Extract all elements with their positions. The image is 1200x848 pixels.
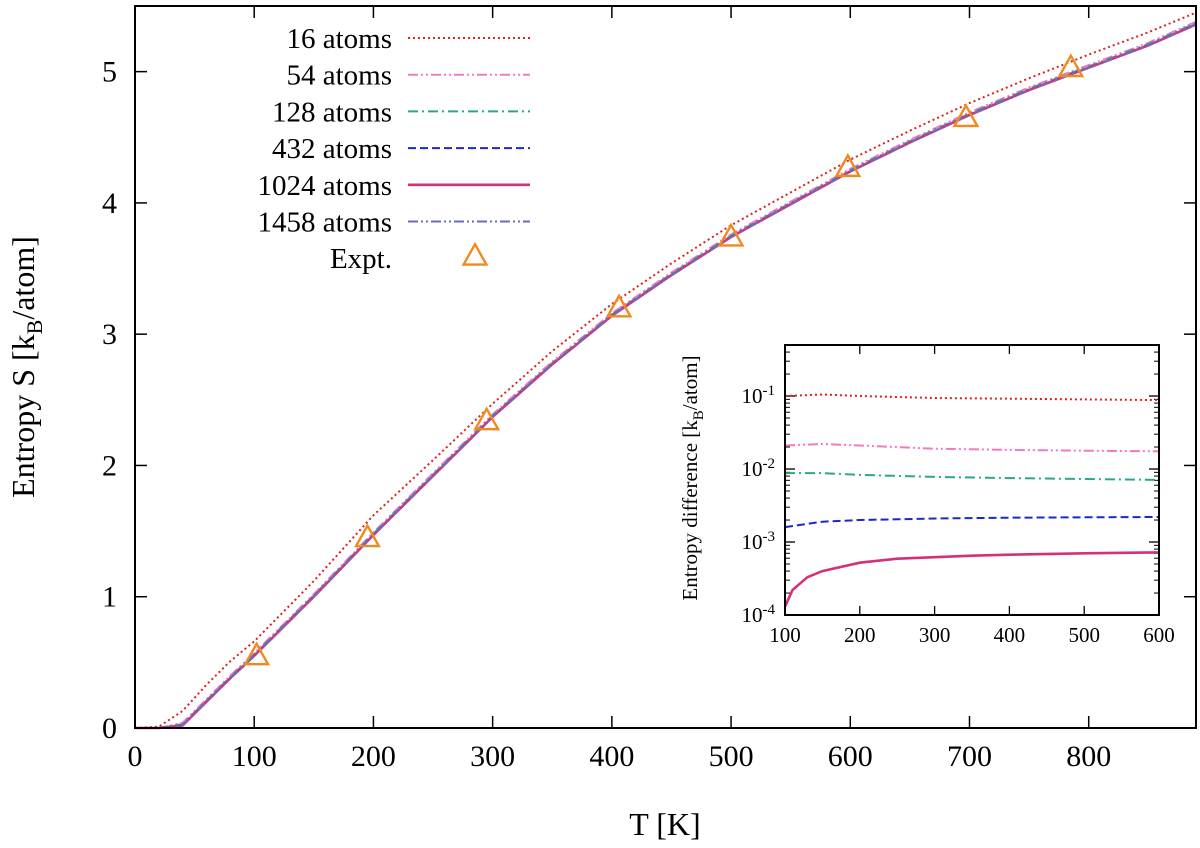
inset-y-axis-label-main: Entropy difference [k xyxy=(678,420,702,601)
experimental-points xyxy=(243,53,1085,666)
inset-series-line-1024-atoms xyxy=(783,551,1160,608)
x-tick-label: 100 xyxy=(232,740,277,773)
inset-y-tick-label: 10-4 xyxy=(742,602,776,627)
inset-series-lines xyxy=(783,393,1160,608)
main-plot-frame xyxy=(134,5,1197,729)
legend-label-expt: Expt. xyxy=(330,243,392,275)
y-axis-label-main: Entropy S [k xyxy=(5,334,41,498)
inset-y-tick-base: 10 xyxy=(742,457,763,481)
expt-point xyxy=(717,222,745,247)
inset-x-tick-label: 500 xyxy=(1068,623,1100,647)
inset-y-tick-label: 10-1 xyxy=(742,383,776,408)
y-tick-label: 0 xyxy=(102,712,117,745)
expt-point xyxy=(605,293,633,318)
x-axis-label: T [K] xyxy=(629,806,700,842)
inset-y-tick-label: 10-2 xyxy=(742,456,776,481)
inset-y-axis-label-sub: B xyxy=(691,410,707,420)
inset-y-tick-base: 10 xyxy=(742,384,763,408)
inset-y-tick-exp: -2 xyxy=(763,456,776,472)
x-tick-label: 700 xyxy=(947,740,992,773)
y-tick-label: 3 xyxy=(102,318,117,351)
y-axis-label-sub: B xyxy=(22,320,47,335)
inset-x-tick-label: 600 xyxy=(1143,623,1175,647)
inset-y-axis-label: Entropy difference [kB/atom] xyxy=(678,355,707,600)
x-tick-label: 200 xyxy=(351,740,396,773)
inset-background xyxy=(785,345,1159,615)
legend-label-1024-atoms: 1024 atoms xyxy=(257,170,392,202)
y-tick-label: 1 xyxy=(102,581,117,614)
legend-label-128-atoms: 128 atoms xyxy=(272,96,392,128)
inset-y-tick-exp: -3 xyxy=(763,529,776,545)
legend-label-54-atoms: 54 atoms xyxy=(286,60,392,92)
inset-y-tick-exp: -1 xyxy=(763,383,776,399)
y-axis-label: Entropy S [kB/atom] xyxy=(5,236,47,498)
legend-label-432-atoms: 432 atoms xyxy=(272,133,392,165)
x-tick-label: 500 xyxy=(709,740,754,773)
inset-plot-frame xyxy=(784,344,1160,616)
expt-point xyxy=(473,406,501,431)
main-series-lines xyxy=(134,11,1197,730)
y-tick-label: 5 xyxy=(102,56,117,89)
legend: 16 atoms 54 atoms 128 atoms 432 atoms 1024 a… xyxy=(257,23,530,275)
inset-x-tick-label: 100 xyxy=(769,623,801,647)
expt-point xyxy=(1057,53,1085,78)
x-tick-label: 300 xyxy=(470,740,515,773)
inset-x-tick-label: 400 xyxy=(994,623,1026,647)
x-tick-label: 800 xyxy=(1066,740,1111,773)
inset-y-tick-base: 10 xyxy=(742,603,763,627)
expt-point xyxy=(243,641,271,666)
main-tick-labels: 0 100 200 300 400 500 600 700 800 0 1 2 3 4 5 xyxy=(102,56,1111,773)
expt-point xyxy=(354,523,381,548)
inset-y-tick-exp: -4 xyxy=(763,602,776,618)
series-line-16-atoms xyxy=(134,11,1197,729)
inset-x-tick-label: 200 xyxy=(844,623,876,647)
legend-label-16-atoms: 16 atoms xyxy=(286,23,392,55)
x-tick-label: 600 xyxy=(828,740,873,773)
inset-y-tick-base: 10 xyxy=(742,530,763,554)
inset-x-tick-label: 300 xyxy=(919,623,951,647)
inset-y-axis-label-tail: /atom] xyxy=(678,355,702,410)
inset-series-line-54-atoms xyxy=(784,442,1160,453)
expt-point xyxy=(952,103,980,128)
series-line-1458-atoms xyxy=(135,23,1197,729)
inset-series-line-128-atoms xyxy=(785,472,1160,481)
legend-swatch-expt xyxy=(461,241,489,266)
y-tick-label: 2 xyxy=(102,449,117,482)
x-tick-label: 400 xyxy=(589,740,634,773)
series-line-54-atoms xyxy=(135,20,1197,729)
inset-y-tick-label: 10-3 xyxy=(742,529,776,554)
y-axis-label-tail: /atom] xyxy=(5,236,41,320)
x-tick-label: 0 xyxy=(128,740,143,773)
legend-label-1458-atoms: 1458 atoms xyxy=(257,207,392,239)
y-tick-label: 4 xyxy=(102,187,117,220)
expt-point xyxy=(834,153,862,178)
